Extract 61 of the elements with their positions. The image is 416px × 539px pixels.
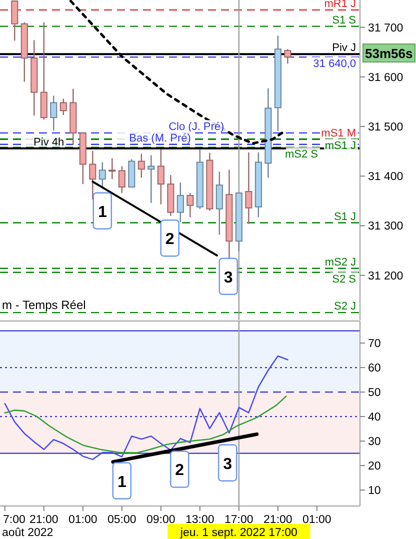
ref-line-label: Piv 4h [34,136,64,148]
y-tick-label: 70 [368,338,381,350]
y-tick-label: 30 [368,436,381,448]
candlestick [148,154,155,204]
ref-line-label: S1 S [332,14,356,26]
y-tick-label: 31 500 [368,122,404,134]
x-tick-label: 01:00 [302,514,332,526]
x-tick-label: 01:00 [68,514,98,526]
y-tick-label: 60 [368,362,381,375]
ref-line-label: Clo (J. Pré) [168,120,224,133]
y-tick-label: 31 200 [368,270,404,282]
ref-line-label: jeu. 1 sept. 2022 17:00 [179,527,298,539]
y-tick-label: 31 700 [368,22,404,34]
candlestick [11,0,18,42]
y-tick-label: 31 400 [368,171,404,184]
candlestick [186,192,194,218]
annotation: 2 [175,462,184,480]
candlestick [157,148,164,206]
candlestick [216,171,223,236]
candlestick [60,98,67,116]
text: août 2022 [2,527,54,539]
line-series [4,396,287,454]
x-tick-label: 17:00 [224,514,254,526]
candlestick [118,166,126,194]
ref-line-label: Piv J [332,42,356,54]
x-tick-label: 21:00 [29,514,58,526]
candlestick [89,150,96,200]
x-tick-label: 21:00 [264,514,292,526]
ref-line-label: S2 S [332,273,356,286]
y-tick-label: 31 600 [368,72,404,84]
y-tick-label: 31 300 [368,220,404,233]
candlestick [245,152,252,224]
candlestick [108,158,116,180]
annotation: 3 [223,456,232,473]
x-tick-label: 09:00 [146,514,176,526]
annotation: 2 [165,231,174,248]
ref-line-label: Bas (M. Pré) [129,132,191,144]
candlestick [50,95,58,132]
annotation: 1 [117,474,126,491]
candlestick [138,153,145,178]
ref-line-label: S2 J [334,300,356,313]
candlestick [176,182,184,223]
ref-line-label: mS1 M [321,127,356,140]
candlestick [284,48,292,64]
annotation: 1 [98,204,107,221]
ref-line-label: 31 640,0 [313,58,356,70]
y-tick-label: 50 [368,387,381,400]
ref-line-label: mS2 S [284,148,318,160]
x-tick-label: 13:00 [186,514,214,526]
ref-line-label: S1 J [334,210,356,223]
ref-line-label: mS1 J [324,140,356,152]
candlestick [98,162,106,189]
x-tick-label: 7:00 [3,514,26,526]
y-tick-label: 40 [368,412,381,424]
y-tick-label: 20 [368,460,381,473]
annotation: 3 [224,269,233,286]
text: 53m56s [365,46,413,61]
x-tick-label: 05:00 [108,514,136,526]
y-tick-label: 10 [368,485,381,498]
annotation: m - Temps Réel [2,298,86,312]
ref-line-label: mS2 J [324,256,356,268]
